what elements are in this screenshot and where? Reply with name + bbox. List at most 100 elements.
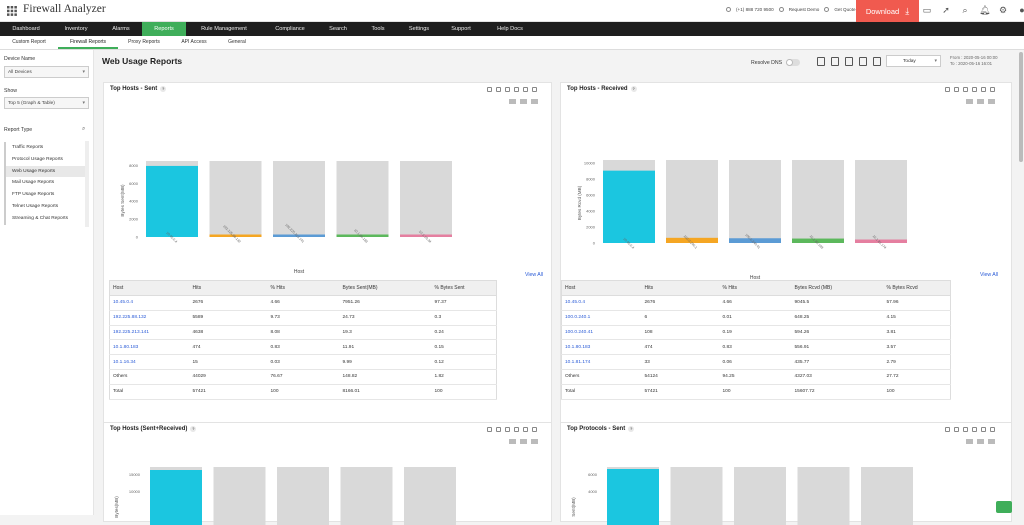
user-icon[interactable]: ●: [1019, 5, 1024, 15]
period-select[interactable]: Today: [886, 55, 941, 67]
column-header[interactable]: Hits: [641, 280, 720, 296]
bar-chart-icon[interactable]: [977, 99, 984, 104]
area-chart-icon[interactable]: [966, 439, 973, 444]
request-demo-link[interactable]: Request Demo: [788, 7, 820, 12]
subnav-custom-report[interactable]: Custom Report: [12, 39, 46, 45]
area-chart-icon[interactable]: [509, 99, 516, 104]
help-icon[interactable]: ?: [628, 426, 635, 432]
bell-icon[interactable]: 🔔︎: [979, 5, 991, 15]
nav-compliance[interactable]: Compliance: [275, 26, 305, 32]
help-icon[interactable]: ?: [190, 426, 197, 432]
nav-search[interactable]: Search: [329, 26, 347, 32]
device-select[interactable]: All Devices: [4, 66, 89, 78]
column-header[interactable]: Host: [561, 280, 642, 296]
rocket-icon[interactable]: ➚: [942, 5, 950, 15]
nav-tools[interactable]: Tools: [371, 26, 385, 32]
refresh-icon[interactable]: [523, 87, 528, 92]
host-cell[interactable]: 10.1.81.174: [561, 354, 642, 370]
pdf-icon[interactable]: [954, 427, 959, 432]
app-grid-icon[interactable]: [7, 6, 17, 16]
host-cell[interactable]: 10.1.80.183: [109, 339, 190, 356]
show-select[interactable]: Top 5 (Graph & Table): [4, 97, 89, 109]
line-chart-icon[interactable]: [988, 439, 995, 444]
pin-icon[interactable]: [990, 87, 995, 92]
mail-icon[interactable]: [487, 427, 492, 432]
email-icon[interactable]: [817, 57, 825, 66]
print-icon[interactable]: [845, 57, 853, 66]
pin-icon[interactable]: [532, 427, 537, 432]
mail-icon[interactable]: [945, 87, 950, 92]
column-header[interactable]: Bytes Sent(MB): [339, 280, 432, 296]
column-header[interactable]: % Bytes Rcvd: [883, 280, 951, 296]
host-cell[interactable]: 192.225.213.141: [109, 325, 190, 341]
refresh-icon[interactable]: [981, 87, 986, 92]
mail-icon[interactable]: [945, 427, 950, 432]
print-icon[interactable]: [514, 427, 519, 432]
csv-icon[interactable]: [505, 87, 510, 92]
resolve-dns-toggle[interactable]: [786, 59, 801, 66]
view-all-link[interactable]: View All: [525, 272, 544, 278]
area-chart-icon[interactable]: [966, 99, 973, 104]
print-icon[interactable]: [972, 87, 977, 92]
pdf-icon[interactable]: [831, 57, 839, 66]
nav-inventory[interactable]: Inventory: [64, 26, 88, 32]
nav-dashboard[interactable]: Dashboard: [12, 26, 40, 32]
subnav-firewall-reports[interactable]: Firewall Reports: [58, 36, 118, 49]
download-button[interactable]: Download ⤓: [856, 0, 919, 22]
monitor-icon[interactable]: ▭: [922, 5, 932, 15]
column-header[interactable]: Hits: [189, 280, 268, 296]
get-quote-link[interactable]: Get Quote: [834, 7, 856, 12]
view-all-link[interactable]: View All: [980, 272, 999, 278]
bar-chart-icon[interactable]: [520, 439, 527, 444]
report-type-item[interactable]: Telnet Usage Reports: [12, 203, 59, 209]
pin-icon[interactable]: [532, 87, 537, 92]
column-header[interactable]: % Hits: [267, 280, 340, 296]
csv-icon[interactable]: [859, 57, 867, 66]
line-chart-icon[interactable]: [531, 439, 538, 444]
search-icon[interactable]: ⌕: [962, 5, 968, 15]
refresh-icon[interactable]: [523, 427, 528, 432]
print-icon[interactable]: [514, 87, 519, 92]
column-header[interactable]: Bytes Rcvd (MB): [791, 280, 884, 296]
nav-help-docs[interactable]: Help Docs: [497, 26, 523, 32]
host-cell[interactable]: 10.1.80.183: [561, 339, 642, 356]
help-icon[interactable]: ?: [160, 86, 167, 92]
host-cell[interactable]: 10.45.0.4: [561, 295, 642, 311]
help-icon[interactable]: ?: [630, 86, 637, 92]
nav-alarms[interactable]: Alarms: [112, 26, 130, 32]
host-cell[interactable]: 10.1.16.34: [109, 354, 190, 370]
report-list-scrollbar[interactable]: [85, 141, 89, 227]
column-header[interactable]: % Hits: [719, 280, 792, 296]
host-cell[interactable]: 10.45.0.4: [109, 295, 190, 311]
host-cell[interactable]: 192.225.88.132: [109, 310, 190, 326]
chat-icon[interactable]: [996, 501, 1012, 513]
line-chart-icon[interactable]: [531, 99, 538, 104]
line-chart-icon[interactable]: [988, 99, 995, 104]
page-scrollbar[interactable]: [1019, 52, 1023, 162]
report-search-icon[interactable]: ⌕: [82, 126, 86, 132]
pin-icon[interactable]: [990, 427, 995, 432]
csv-icon[interactable]: [963, 87, 968, 92]
pdf-icon[interactable]: [496, 87, 501, 92]
print-icon[interactable]: [972, 427, 977, 432]
nav-reports[interactable]: Reports: [142, 22, 186, 36]
nav-settings[interactable]: Settings: [408, 26, 430, 32]
host-cell[interactable]: 100.0.240.1: [561, 310, 642, 326]
report-type-item[interactable]: Streaming & Chat Reports: [12, 215, 68, 221]
column-header[interactable]: % Bytes Sent: [431, 280, 497, 296]
refresh-icon[interactable]: [981, 427, 986, 432]
column-header[interactable]: Host: [109, 280, 190, 296]
nav-rule-management[interactable]: Rule Management: [201, 26, 247, 32]
report-type-item[interactable]: FTP Usage Reports: [12, 192, 55, 198]
gear-icon[interactable]: ⚙: [998, 5, 1008, 15]
mail-icon[interactable]: [487, 87, 492, 92]
subnav-general[interactable]: General: [228, 39, 246, 45]
bar-chart-icon[interactable]: [977, 439, 984, 444]
csv-icon[interactable]: [505, 427, 510, 432]
report-type-item[interactable]: Protocol Usage Reports: [12, 156, 63, 162]
csv-icon[interactable]: [963, 427, 968, 432]
pdf-icon[interactable]: [954, 87, 959, 92]
report-type-item[interactable]: Web Usage Reports: [6, 165, 85, 178]
area-chart-icon[interactable]: [509, 439, 516, 444]
subnav-proxy-reports[interactable]: Proxy Reports: [128, 39, 160, 45]
